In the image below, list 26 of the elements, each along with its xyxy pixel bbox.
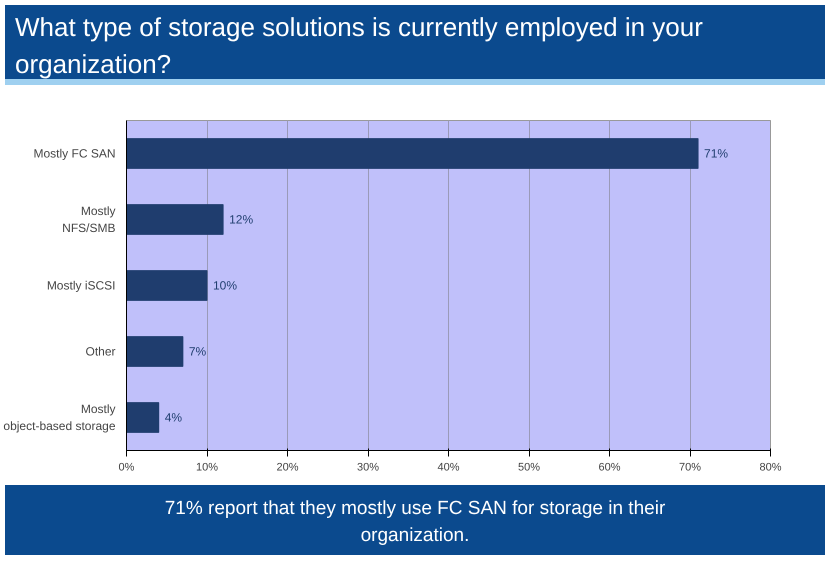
y-tick-label: Mostly FC SAN — [33, 146, 116, 160]
data-label: 7% — [188, 344, 207, 358]
x-tick-label: 10% — [196, 462, 218, 474]
bar — [126, 402, 160, 433]
data-label: 12% — [229, 212, 254, 226]
text: 71% report that they mostly use FC SAN for storage in their organization. — [164, 497, 666, 548]
data-label: 4% — [164, 410, 182, 424]
data-label: 71% — [704, 146, 728, 160]
y-tick-label: Mostly NFS/SMB — [62, 204, 116, 235]
x-tick-label: 60% — [598, 462, 621, 474]
bar — [126, 204, 224, 235]
x-tick-label: 30% — [356, 462, 380, 474]
bar — [126, 270, 208, 301]
y-tick-label: Other — [85, 344, 116, 358]
y-tick-label: Mostly iSCSI — [46, 278, 116, 292]
x-tick-label: 20% — [276, 462, 299, 474]
x-tick-label: 0% — [118, 462, 135, 474]
x-tick-label: 40% — [437, 462, 460, 474]
data-label: 10% — [213, 278, 238, 292]
bar — [126, 336, 184, 367]
x-tick-label: 80% — [759, 462, 782, 474]
x-tick-label: 70% — [678, 462, 702, 474]
y-tick-label: Mostly object-based storage — [3, 402, 116, 433]
chart-title: What type of storage solutions is currently employed in your organization? — [15, 11, 704, 82]
bar — [126, 138, 699, 169]
x-tick-label: 50% — [518, 462, 540, 474]
